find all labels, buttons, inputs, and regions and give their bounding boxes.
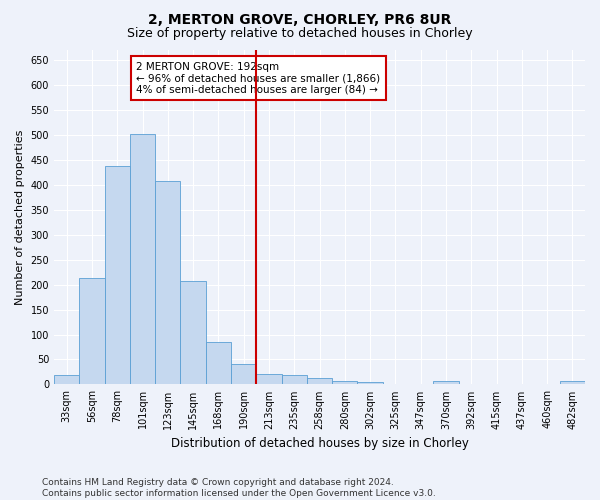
Bar [54,376,79,384]
Bar [104,166,130,384]
Bar [332,382,358,384]
Text: 2, MERTON GROVE, CHORLEY, PR6 8UR: 2, MERTON GROVE, CHORLEY, PR6 8UR [148,12,452,26]
Bar [130,134,155,384]
Y-axis label: Number of detached properties: Number of detached properties [15,130,25,305]
Text: Contains HM Land Registry data © Crown copyright and database right 2024.
Contai: Contains HM Land Registry data © Crown c… [42,478,436,498]
Text: Size of property relative to detached houses in Chorley: Size of property relative to detached ho… [127,28,473,40]
Bar [79,278,104,384]
Bar [256,374,281,384]
Bar [231,364,256,384]
Bar [560,382,585,384]
Bar [206,342,231,384]
X-axis label: Distribution of detached houses by size in Chorley: Distribution of detached houses by size … [170,437,469,450]
Bar [433,382,458,384]
Text: 2 MERTON GROVE: 192sqm
← 96% of detached houses are smaller (1,866)
4% of semi-d: 2 MERTON GROVE: 192sqm ← 96% of detached… [136,62,380,95]
Bar [181,281,206,384]
Bar [281,376,307,384]
Bar [358,382,383,384]
Bar [155,181,181,384]
Bar [307,378,332,384]
